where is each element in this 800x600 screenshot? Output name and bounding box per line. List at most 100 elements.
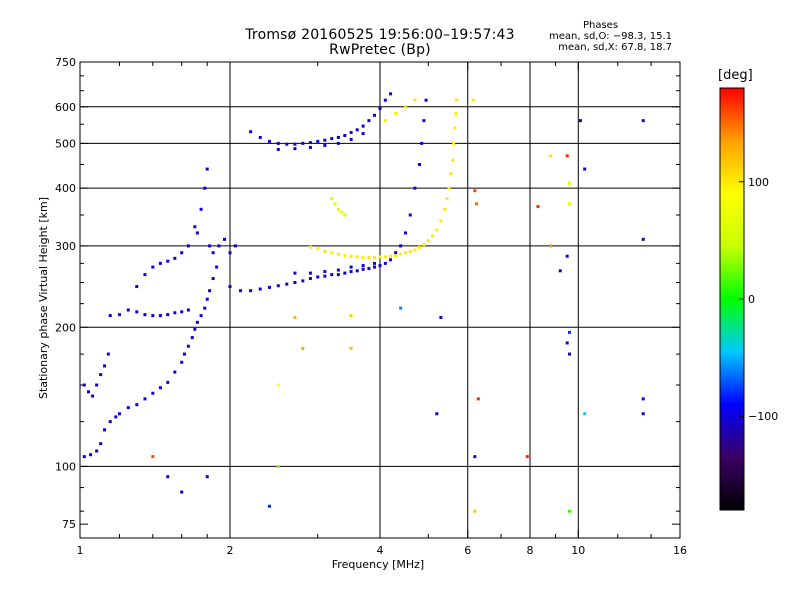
data-point (336, 207, 340, 211)
data-point (205, 475, 209, 479)
data-point (641, 237, 645, 241)
data-point (333, 202, 337, 206)
x-tick-label: 1 (77, 544, 84, 557)
data-point (340, 210, 344, 214)
data-point (135, 403, 139, 407)
y-tick-label: 200 (55, 321, 76, 334)
data-point (158, 386, 162, 390)
data-point (217, 244, 221, 248)
data-point (439, 219, 443, 223)
data-point (106, 352, 110, 356)
data-point (367, 256, 371, 260)
data-point (103, 428, 107, 432)
data-point (389, 254, 393, 258)
data-point (285, 282, 289, 286)
y-tick-label: 400 (55, 182, 76, 195)
y-axis-label: Stationary phase Virtual Height [km] (37, 197, 50, 399)
data-point (445, 196, 449, 200)
data-point (378, 255, 382, 259)
data-point (343, 213, 347, 217)
data-point (180, 360, 184, 364)
data-point (565, 154, 569, 158)
data-point (383, 119, 387, 123)
data-point (158, 261, 162, 265)
data-point (193, 225, 197, 229)
data-point (86, 390, 90, 394)
data-point (293, 147, 297, 151)
y-tick-label: 500 (55, 137, 76, 150)
data-point (336, 273, 340, 277)
x-tick-label: 6 (464, 544, 471, 557)
data-point (349, 346, 353, 350)
data-point (180, 310, 184, 314)
data-point (199, 207, 203, 211)
data-point (293, 315, 297, 319)
data-point (205, 297, 209, 301)
data-point (180, 251, 184, 255)
data-point (476, 397, 480, 401)
data-point (199, 314, 203, 318)
colorbar-tick-label: 100 (748, 176, 769, 189)
data-point (349, 270, 353, 274)
data-point (276, 141, 280, 145)
data-point (451, 158, 455, 162)
data-point (293, 281, 297, 285)
data-point (452, 141, 456, 145)
data-point (443, 207, 447, 211)
data-point (308, 141, 312, 145)
data-point (449, 172, 453, 176)
x-tick-label: 2 (227, 544, 234, 557)
data-point (389, 258, 393, 262)
data-point (308, 145, 312, 149)
colorbar-label: [deg] (718, 68, 753, 83)
data-point (336, 135, 340, 139)
data-point (301, 279, 305, 283)
data-point (158, 314, 162, 318)
phase-stats: Phases mean, sd,O: −98.3, 15.1 mean, sd,… (549, 20, 672, 53)
data-point (373, 256, 377, 260)
data-point (143, 273, 147, 277)
data-point (349, 137, 353, 141)
data-point (567, 330, 571, 334)
data-point (417, 245, 421, 249)
data-point (578, 119, 582, 123)
data-point (173, 256, 177, 260)
data-point (394, 254, 398, 258)
data-point (166, 475, 170, 479)
data-point (193, 327, 197, 331)
data-point (349, 254, 353, 258)
data-point (267, 285, 271, 289)
data-point (567, 352, 571, 356)
data-point (473, 509, 477, 513)
x-tick-label: 16 (673, 544, 687, 557)
data-point (336, 268, 340, 272)
y-tick-label: 600 (55, 101, 76, 114)
data-point (403, 105, 407, 109)
data-point (186, 344, 190, 348)
data-point (383, 255, 387, 259)
y-tick-label: 750 (55, 56, 76, 69)
data-point (565, 254, 569, 258)
phase-stats-o: mean, sd,O: −98.3, 15.1 (549, 31, 672, 42)
data-point (151, 455, 155, 459)
data-point (330, 251, 334, 255)
data-point (343, 254, 347, 258)
data-point (399, 306, 403, 310)
data-point (403, 231, 407, 235)
data-point (308, 271, 312, 275)
data-point (82, 455, 86, 459)
data-point (361, 267, 365, 271)
data-point (361, 264, 365, 268)
data-point (195, 231, 199, 235)
data-point (355, 255, 359, 259)
data-point (166, 380, 170, 384)
data-point (239, 289, 243, 293)
data-point (399, 244, 403, 248)
data-point (95, 449, 99, 453)
data-point (431, 234, 435, 238)
data-point (567, 509, 571, 513)
data-point (215, 265, 219, 269)
data-point (190, 336, 194, 340)
data-point (126, 308, 130, 312)
